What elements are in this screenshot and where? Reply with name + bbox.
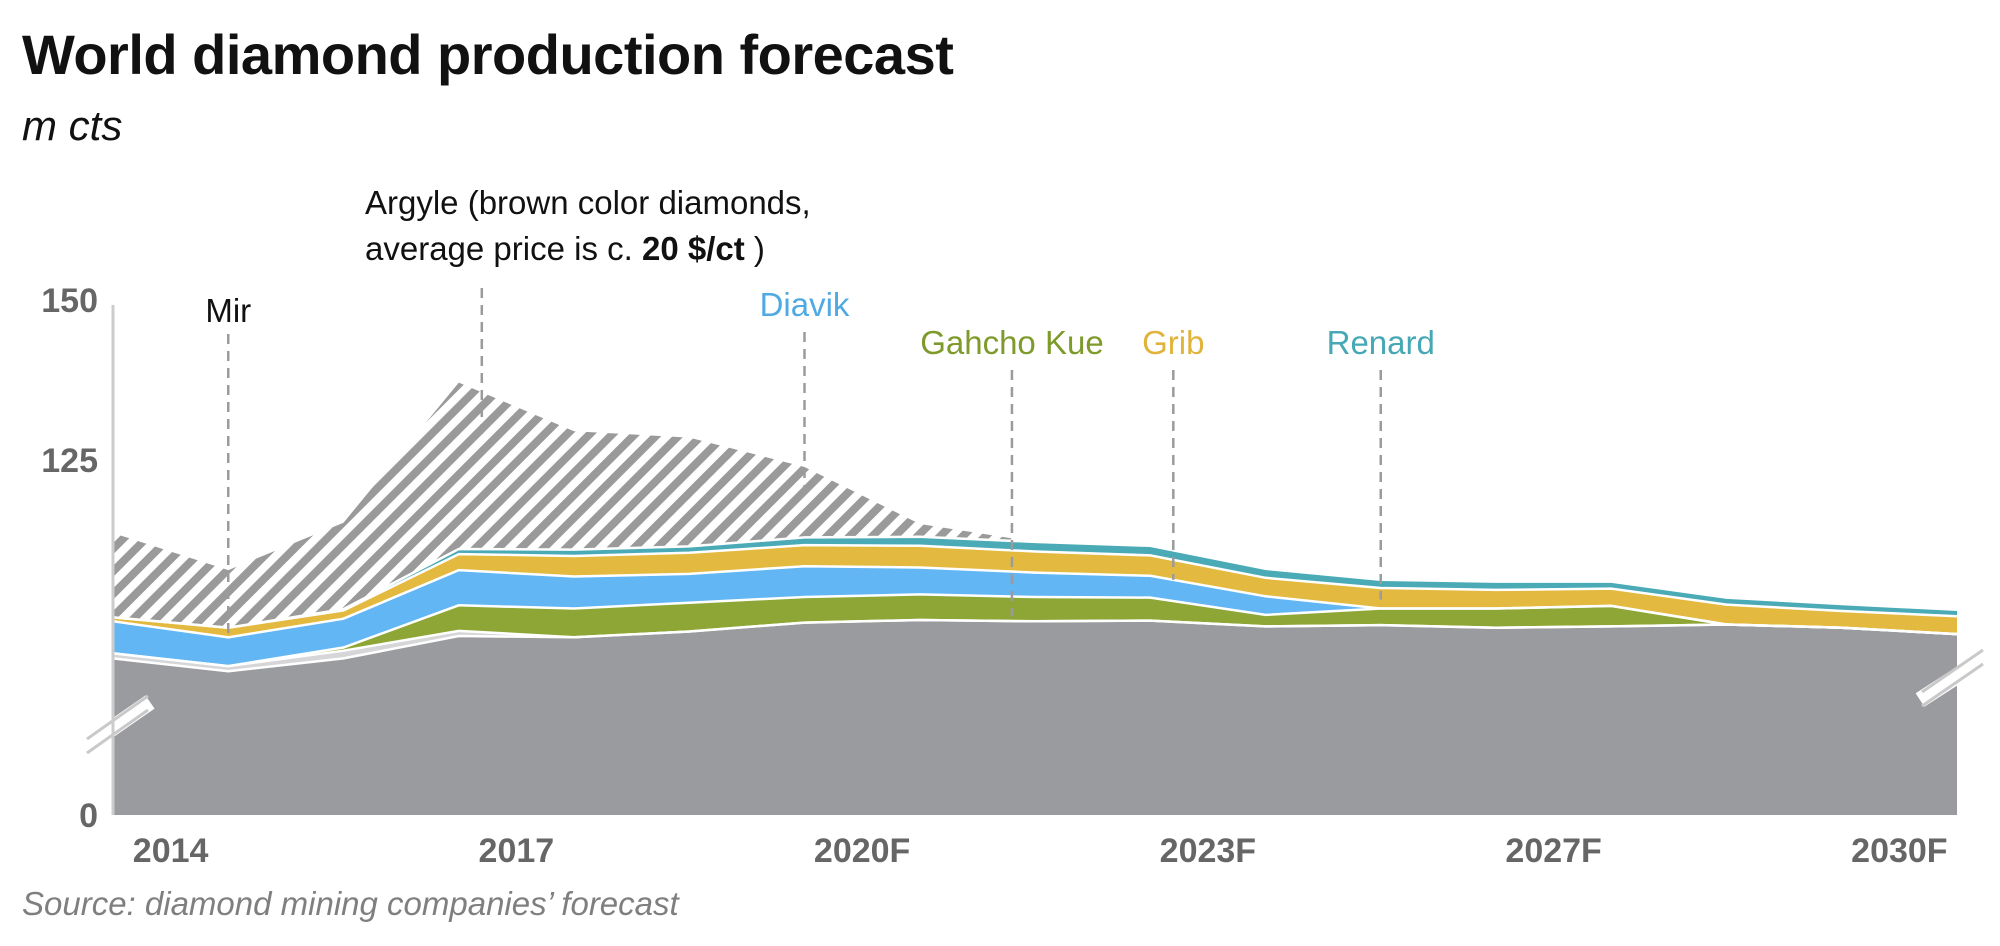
x-tick-2030F: 2030F — [1851, 832, 1947, 870]
series-line-renard — [112, 535, 1958, 629]
area-argyle — [113, 382, 1957, 628]
area-gahcho_kue — [113, 594, 1957, 667]
axis-break-mark-left-a — [86, 694, 149, 741]
annotation-label-gahcho_kue: Gahcho Kue — [920, 324, 1103, 361]
annotation-label-mir: Mir — [205, 292, 251, 329]
source-note: Source: diamond mining companies’ foreca… — [22, 885, 679, 922]
x-tick-2023F: 2023F — [1160, 832, 1256, 870]
area-grib — [113, 545, 1957, 638]
area-base — [113, 620, 1957, 815]
argyle-note-line1: Argyle (brown color diamonds, — [365, 184, 811, 221]
chart-subtitle: m cts — [22, 102, 123, 149]
argyle-note-line2: average price is c. 20 $/ct ) — [365, 230, 765, 267]
axis-break-mark-right-a — [1921, 648, 1984, 694]
series-line-grib — [112, 543, 1958, 629]
argyle-note-prefix: average price is c. — [365, 230, 642, 267]
y-tick-0: 0 — [79, 797, 98, 835]
x-tick-2017: 2017 — [479, 832, 555, 870]
y-tick-125: 125 — [41, 442, 98, 480]
annotation-label-grib: Grib — [1142, 324, 1204, 361]
annotation-label-renard: Renard — [1327, 324, 1435, 361]
x-tick-2027F: 2027F — [1505, 832, 1601, 870]
axis-break-mark-right-b — [1921, 662, 1984, 708]
argyle-note-price: 20 $/ct — [642, 230, 745, 267]
x-tick-2014: 2014 — [133, 832, 209, 870]
series-line-mir — [112, 618, 1958, 668]
x-tick-2020F: 2020F — [814, 832, 910, 870]
annotation-label-diavik: Diavik — [760, 286, 850, 323]
y-tick-150: 150 — [41, 282, 98, 320]
axis-break-gap-right — [1915, 651, 1990, 707]
axis-break-mark-left-b — [86, 708, 149, 755]
chart-title: World diamond production forecast — [22, 23, 954, 86]
argyle-note-suffix: ) — [745, 230, 765, 267]
axis-break-gap-left — [80, 695, 155, 754]
series-line-diavik — [112, 564, 1958, 639]
area-diavik — [113, 566, 1957, 667]
